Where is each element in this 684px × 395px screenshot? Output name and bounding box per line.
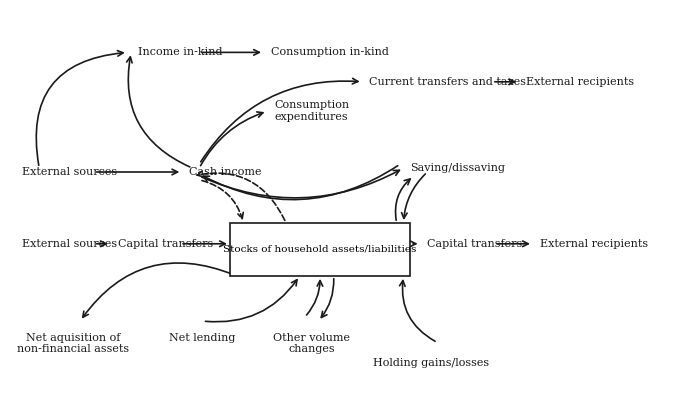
Text: Stocks of household assets/liabilities: Stocks of household assets/liabilities xyxy=(224,245,417,254)
Text: External recipients: External recipients xyxy=(526,77,634,87)
Text: Holding gains/losses: Holding gains/losses xyxy=(373,358,489,368)
Text: Net lending: Net lending xyxy=(170,333,236,343)
Text: Consumption
expenditures: Consumption expenditures xyxy=(274,100,350,122)
Bar xyxy=(230,223,410,276)
Text: Capital transfers: Capital transfers xyxy=(118,239,213,249)
Text: External recipients: External recipients xyxy=(540,239,648,249)
Text: Other volume
changes: Other volume changes xyxy=(273,333,350,354)
Text: Capital transfers: Capital transfers xyxy=(428,239,523,249)
Text: Income in-kind: Income in-kind xyxy=(138,47,222,57)
Text: Net aquisition of
non-financial assets: Net aquisition of non-financial assets xyxy=(17,333,129,354)
Text: Saving/dissaving: Saving/dissaving xyxy=(410,163,505,173)
Text: Current transfers and taxes: Current transfers and taxes xyxy=(369,77,527,87)
Text: External sources: External sources xyxy=(22,239,118,249)
Text: Cash income: Cash income xyxy=(189,167,261,177)
Text: Consumption in-kind: Consumption in-kind xyxy=(271,47,389,57)
Text: External sources: External sources xyxy=(22,167,118,177)
